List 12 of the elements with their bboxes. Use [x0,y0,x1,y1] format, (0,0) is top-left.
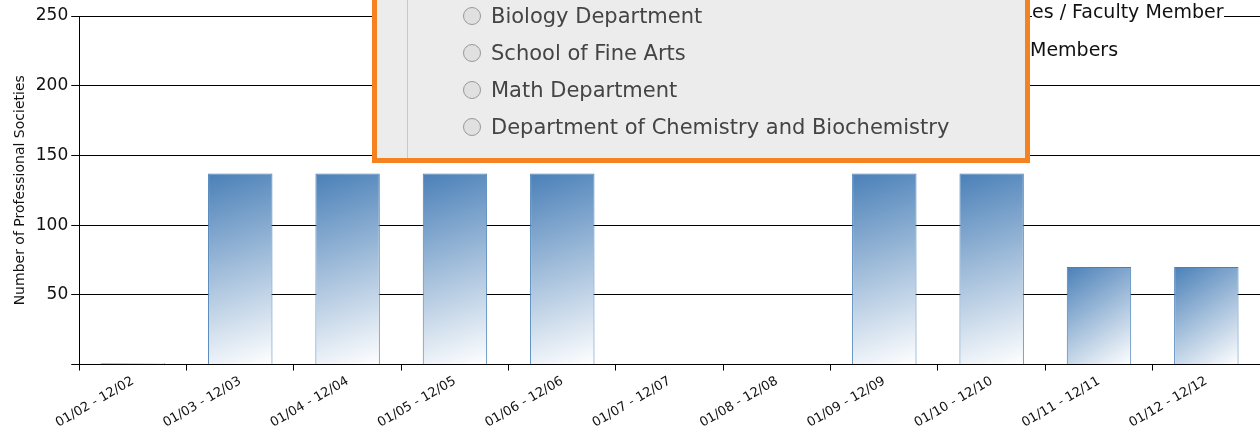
annotation: School of Fine Arts [491,41,686,65]
annotation: Department of Chemistry and Biochemistry [491,115,950,139]
y-tick-label: 100 [35,213,69,234]
y-tick-label: 250 [35,4,69,25]
y-axis-title: Number of Professional Societies [11,75,28,306]
annotation: Members [1030,38,1119,60]
y-tick-label: 50 [46,283,69,304]
y-tick-label: 150 [35,143,69,164]
annotation: Biology Department [491,4,703,28]
annotation: es / Faculty Member [1032,0,1224,22]
annotation: Math Department [491,78,678,102]
y-tick-label: 200 [35,74,69,95]
